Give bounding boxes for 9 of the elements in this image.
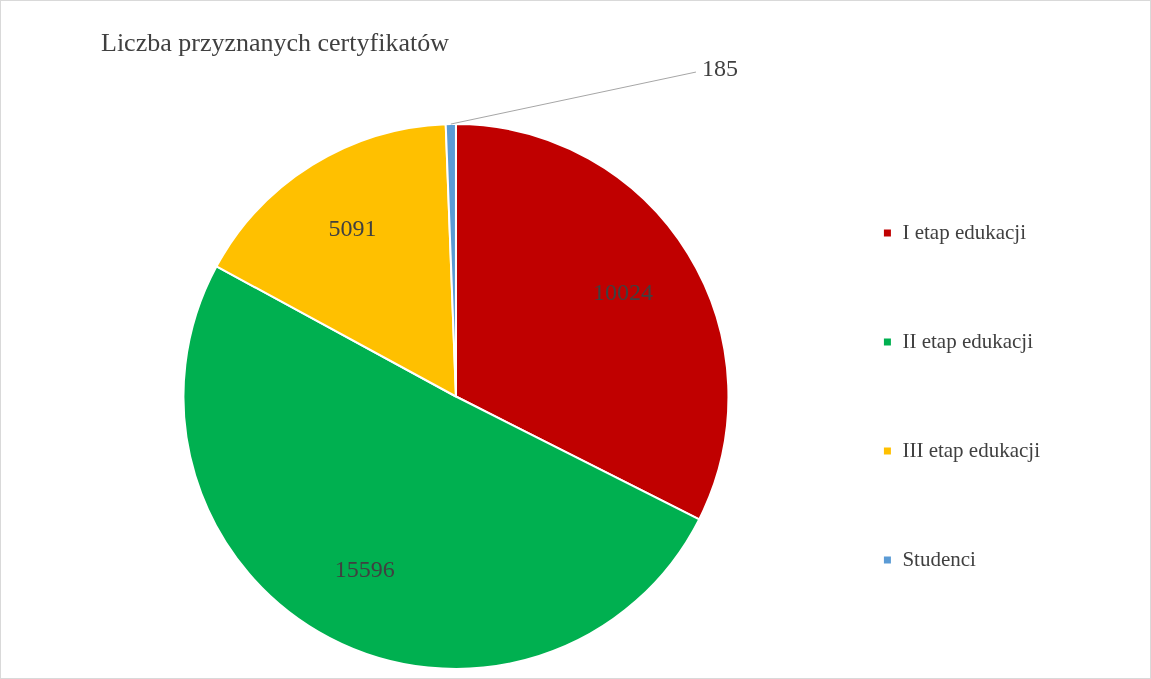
data-label: 15596 [334, 555, 395, 582]
data-label: 10024 [593, 278, 654, 305]
legend-label: III etap edukacji [902, 437, 1041, 462]
data-label: 185 [701, 55, 738, 82]
data-label: 5091 [328, 215, 377, 242]
legend-label: Studenci [902, 546, 977, 571]
legend-label: I etap edukacji [902, 219, 1027, 244]
legend-label: II etap edukacji [902, 328, 1034, 353]
chart-title: Liczba przyznanych certyfikatów [101, 28, 450, 57]
